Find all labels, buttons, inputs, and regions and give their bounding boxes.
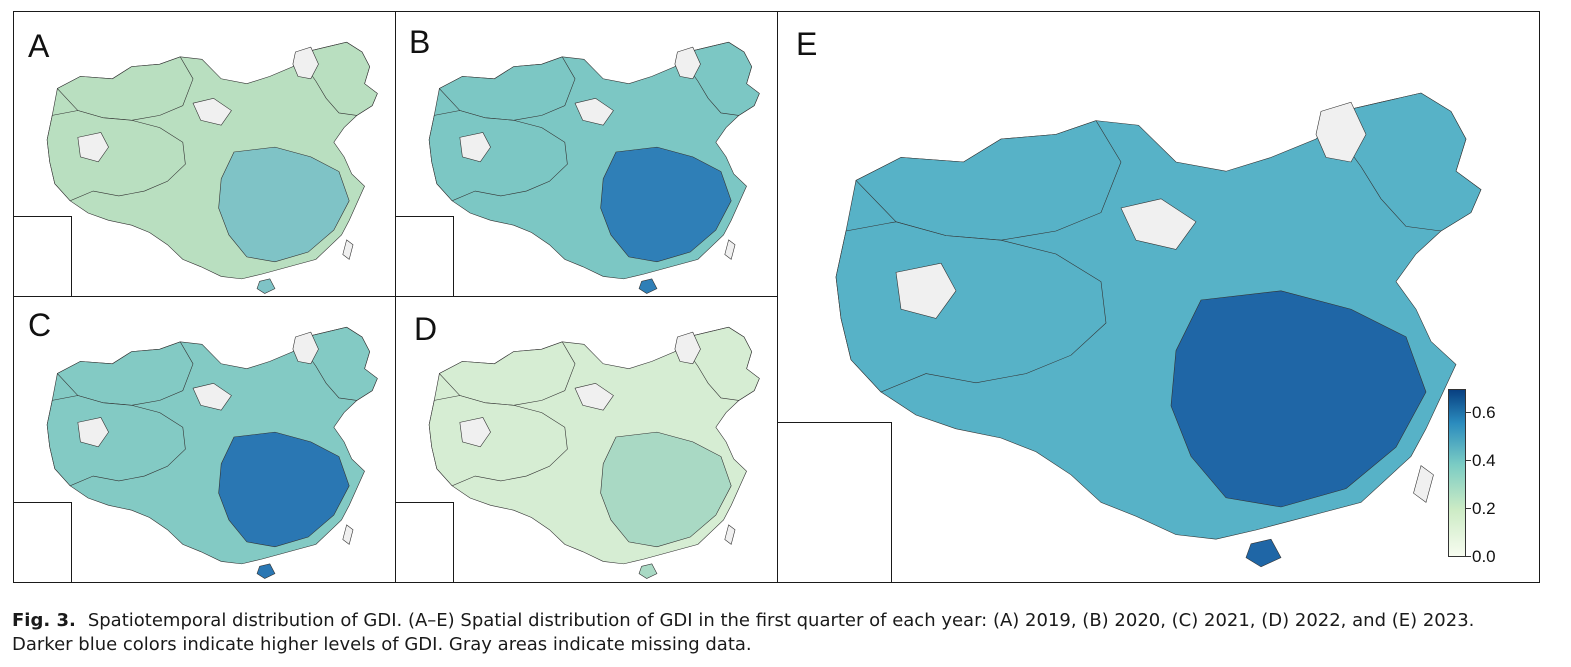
figure-caption: Fig. 3. Spatiotemporal distribution of GD… <box>12 609 1562 657</box>
region-taiwan <box>342 524 354 545</box>
region-taiwan <box>342 239 354 260</box>
region-missing-data <box>292 46 319 80</box>
panel-d-inset <box>396 502 454 582</box>
panel-e-inset <box>778 422 892 582</box>
colorbar-tick <box>1466 460 1471 461</box>
region-missing-data <box>192 383 232 411</box>
china-map-svg <box>46 41 378 294</box>
caption-figure-label: Fig. 3. <box>12 610 76 631</box>
colorbar-tick-label: 0.0 <box>1472 547 1496 566</box>
region-missing-data <box>192 98 232 126</box>
colorbar: 0.6 0.4 0.2 0.0 <box>1448 389 1516 565</box>
panel-d-map: D <box>396 297 778 582</box>
region-northeast <box>305 41 378 116</box>
colorbar-tick-label: 0.6 <box>1472 403 1496 422</box>
panel-b-inset <box>396 216 454 296</box>
region-taiwan <box>1413 465 1434 503</box>
region-tibet <box>46 395 186 487</box>
figure-frame: A B C D E <box>13 11 1540 583</box>
colorbar-gradient <box>1448 389 1466 557</box>
region-hainan <box>638 278 658 294</box>
region-tibet <box>835 221 1107 393</box>
region-missing-data <box>1120 198 1197 250</box>
china-map-svg <box>428 41 760 294</box>
region-missing-data <box>77 132 109 163</box>
caption-line-2: Darker blue colors indicate higher level… <box>12 634 752 655</box>
region-missing-data <box>674 46 701 80</box>
region-hainan <box>256 563 276 579</box>
china-map-svg <box>428 326 760 579</box>
panel-a-map: A <box>14 12 396 297</box>
region-missing-data <box>459 132 491 163</box>
region-missing-data <box>292 331 319 365</box>
region-east-high <box>600 431 732 548</box>
region-east-high <box>1170 290 1427 508</box>
region-hainan <box>1245 538 1282 568</box>
colorbar-tick-label: 0.4 <box>1472 451 1496 470</box>
china-map-svg <box>835 92 1482 568</box>
region-missing-data <box>574 383 614 411</box>
region-tibet <box>46 110 186 202</box>
panel-c-inset <box>14 502 72 582</box>
panel-a-label: A <box>28 28 50 64</box>
region-hainan <box>256 278 276 294</box>
panel-a-inset <box>14 216 72 296</box>
region-taiwan <box>724 239 736 260</box>
region-missing-data <box>459 417 491 448</box>
region-tibet <box>428 395 568 487</box>
region-northeast <box>305 326 378 401</box>
region-missing-data <box>574 98 614 126</box>
region-east-high <box>218 431 350 548</box>
panel-c-map: C <box>14 297 396 582</box>
colorbar-tick <box>1466 556 1471 557</box>
region-missing-data <box>1315 101 1367 163</box>
region-missing-data <box>895 262 957 319</box>
panel-d-label: D <box>414 311 438 347</box>
panel-c-label: C <box>28 307 52 343</box>
region-taiwan <box>724 524 736 545</box>
region-northeast <box>687 326 760 401</box>
colorbar-tick <box>1466 412 1471 413</box>
region-east-high <box>218 146 350 263</box>
region-east-high <box>600 146 732 263</box>
region-northeast <box>687 41 760 116</box>
region-hainan <box>638 563 658 579</box>
region-northeast <box>1340 92 1482 232</box>
panel-b-map: B <box>396 12 778 297</box>
china-map-svg <box>46 326 378 579</box>
colorbar-tick-label: 0.2 <box>1472 499 1496 518</box>
region-missing-data <box>674 331 701 365</box>
caption-line-1: Spatiotemporal distribution of GDI. (A–E… <box>87 610 1475 631</box>
panel-b-label: B <box>409 24 431 60</box>
panel-e-label: E <box>796 26 818 62</box>
region-tibet <box>428 110 568 202</box>
region-missing-data <box>77 417 109 448</box>
colorbar-tick <box>1466 508 1471 509</box>
panel-e-map: E <box>778 12 1539 582</box>
